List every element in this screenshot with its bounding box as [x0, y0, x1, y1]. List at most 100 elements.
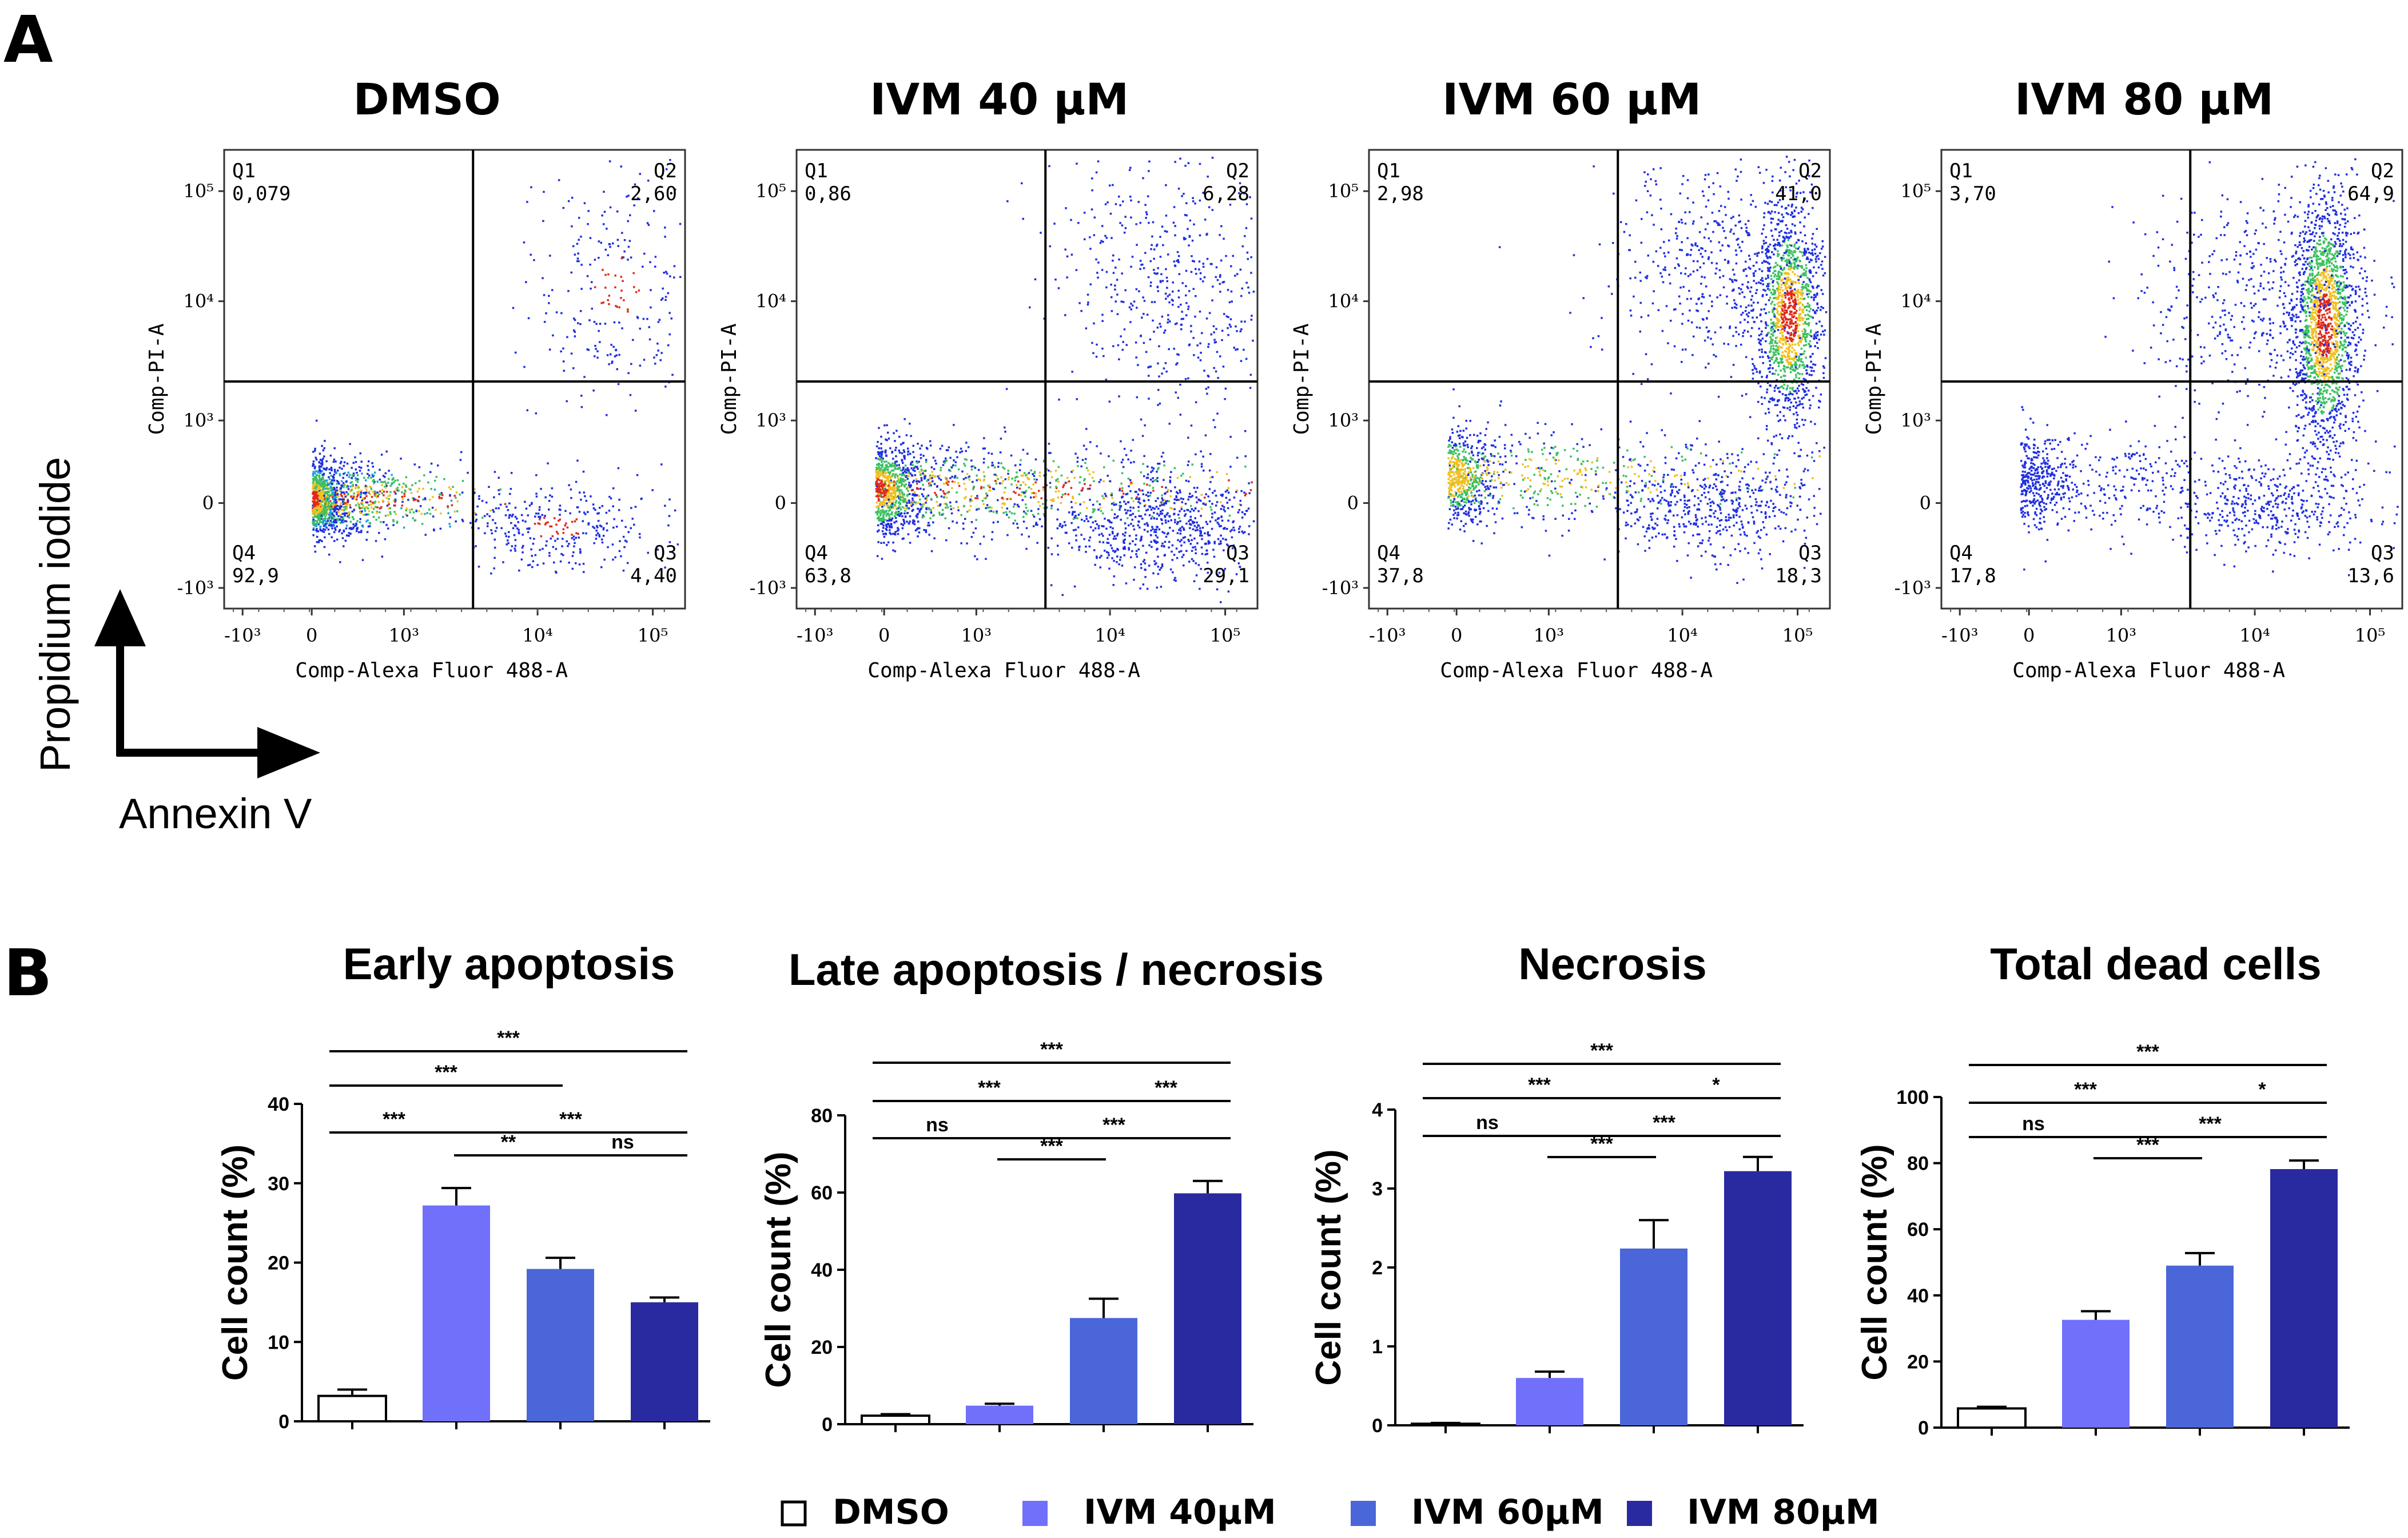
- bar-panel-1: Early apoptosis 0 10 20 30 40 Cell count (%) **…: [216, 939, 710, 1433]
- flow-q1-name: Q1: [1949, 160, 1973, 182]
- flow-q3-value: 29,1: [1203, 565, 1249, 587]
- flow-title: IVM 80 μM: [2015, 74, 2274, 125]
- flow-q2-value: 64,9: [2347, 182, 2394, 205]
- axis-guide-y-label: Propidium iodide: [31, 457, 79, 772]
- bar-y-tick-label: 0: [278, 1411, 289, 1433]
- legend-label-ivm80: IVM 80μM: [1687, 1492, 1880, 1532]
- flow-y-tick-label: -10³: [177, 577, 214, 599]
- flow-q1-name: Q1: [232, 160, 256, 182]
- significance-label: ***: [1528, 1074, 1551, 1096]
- significance-label: ***: [1102, 1114, 1125, 1136]
- bar-y-axis-label: Cell count (%): [1309, 1149, 1348, 1385]
- axis-guide: Propidium iodide Annexin V: [31, 457, 320, 837]
- flow-y-tick-label: 10⁵: [1900, 180, 1931, 202]
- significance-label: ns: [926, 1114, 949, 1136]
- significance-label: ***: [978, 1077, 1001, 1099]
- flow-y-axis-label: Comp-PI-A: [1290, 323, 1314, 435]
- flow-y-tick-label: 10⁵: [1328, 180, 1359, 202]
- bar-y-tick-label: 30: [268, 1173, 289, 1195]
- significance-label: ***: [2199, 1113, 2222, 1135]
- bar-y-tick-label: 40: [811, 1259, 833, 1281]
- flow-y-tick-label: 0: [202, 492, 214, 514]
- flow-y-tick-label: -10³: [1894, 577, 1931, 599]
- bar-y-tick-label: 80: [811, 1105, 833, 1127]
- flow-q4-name: Q4: [232, 542, 256, 565]
- panel-a-label: A: [3, 3, 53, 77]
- flow-q2-name: Q2: [654, 160, 677, 182]
- flow-q4-name: Q4: [1949, 542, 1973, 565]
- flow-q4-value: 92,9: [232, 565, 279, 587]
- significance-label: ***: [435, 1062, 457, 1083]
- significance-label: **: [501, 1131, 516, 1153]
- flow-title: IVM 60 μM: [1442, 74, 1701, 125]
- bar-4: [1724, 1171, 1792, 1425]
- flow-q4-name: Q4: [1377, 542, 1400, 565]
- significance-label: ns: [2022, 1113, 2045, 1135]
- significance-label: ***: [2136, 1134, 2159, 1156]
- flow-q3-value: 13,6: [2347, 565, 2394, 587]
- flow-x-tick-label: 10³: [2106, 625, 2137, 646]
- significance-label: ***: [1040, 1135, 1063, 1157]
- flow-plot-frame: [795, 149, 1259, 610]
- flow-plot-frame: [1368, 149, 1831, 610]
- axis-guide-x-label: Annexin V: [119, 790, 312, 837]
- bar-y-tick-label: 20: [1907, 1351, 1929, 1373]
- bar-y-axis-label: Cell count (%): [1855, 1144, 1894, 1380]
- flow-x-tick-label: 10³: [389, 625, 420, 646]
- flow-y-tick-label: 0: [1347, 492, 1359, 514]
- bar-chart-title: Late apoptosis / necrosis: [789, 944, 1324, 995]
- significance-label: ***: [559, 1108, 582, 1130]
- bar-y-tick-label: 40: [1907, 1285, 1929, 1307]
- flow-y-axis-label: Comp-PI-A: [1862, 323, 1886, 435]
- significance-label: ***: [497, 1027, 520, 1049]
- flow-dot-cloud: [312, 158, 682, 575]
- bar-y-axis-label: Cell count (%): [216, 1144, 255, 1381]
- bar-1: [1957, 1407, 2027, 1429]
- bar-y-tick-label: 20: [811, 1337, 833, 1358]
- bar-y-axis-label: Cell count (%): [759, 1151, 798, 1388]
- flow-y-axis-label: Comp-PI-A: [718, 323, 741, 435]
- flow-q3-name: Q3: [1226, 542, 1249, 565]
- bar-2: [1516, 1378, 1583, 1425]
- bar-4: [1174, 1193, 1241, 1424]
- bar-chart-title: Total dead cells: [1990, 939, 2321, 989]
- bar-y-tick-label: 100: [1896, 1087, 1929, 1108]
- bar-3: [2166, 1265, 2234, 1428]
- flow-q2-name: Q2: [1798, 160, 1822, 182]
- legend-label-ivm60: IVM 60μM: [1411, 1492, 1604, 1532]
- bar-1: [861, 1414, 930, 1425]
- flow-q3-value: 18,3: [1775, 565, 1822, 587]
- flow-x-tick-label: 10⁴: [522, 625, 553, 646]
- significance-label: ***: [1040, 1039, 1063, 1060]
- flow-panels: DMSOQ10,079Q22,60Q34,40Q492,910⁵10⁴10³0-…: [145, 74, 2403, 682]
- significance-label: ***: [2136, 1041, 2159, 1063]
- flow-q4-value: 17,8: [1949, 565, 1996, 587]
- significance-label: *: [2258, 1079, 2266, 1100]
- significance-label: ***: [1653, 1112, 1675, 1134]
- bar-y-tick-label: 60: [1907, 1219, 1929, 1241]
- legend: DMSO IVM 40μM IVM 60μM IVM 80μM: [781, 1492, 1880, 1532]
- bar-3: [1070, 1318, 1137, 1424]
- flow-q1-name: Q1: [805, 160, 828, 182]
- flow-x-axis-label: Comp-Alexa Fluor 488-A: [1440, 659, 1713, 682]
- flow-x-tick-label: 0: [2023, 625, 2035, 646]
- flow-x-tick-label: 10⁴: [1667, 625, 1698, 646]
- flow-q3-value: 4,40: [630, 565, 677, 587]
- bar-panel-2: Late apoptosis / necrosis 0 20 40 60 80 Cell c…: [759, 944, 1324, 1436]
- flow-y-tick-label: 10⁴: [183, 291, 214, 312]
- flow-q1-value: 0,079: [232, 182, 290, 205]
- flow-y-tick-label: 10³: [183, 410, 214, 431]
- flow-q2-value: 2,60: [630, 182, 677, 205]
- flow-x-tick-label: 10⁴: [2239, 625, 2270, 646]
- legend-swatch-dmso: [781, 1500, 807, 1527]
- flow-y-tick-label: 10⁴: [755, 291, 786, 312]
- flow-dot-cloud: [1447, 156, 1828, 584]
- significance-label: ***: [1155, 1077, 1177, 1099]
- flow-q2-name: Q2: [2371, 160, 2394, 182]
- flow-x-tick-label: 10³: [1534, 625, 1565, 646]
